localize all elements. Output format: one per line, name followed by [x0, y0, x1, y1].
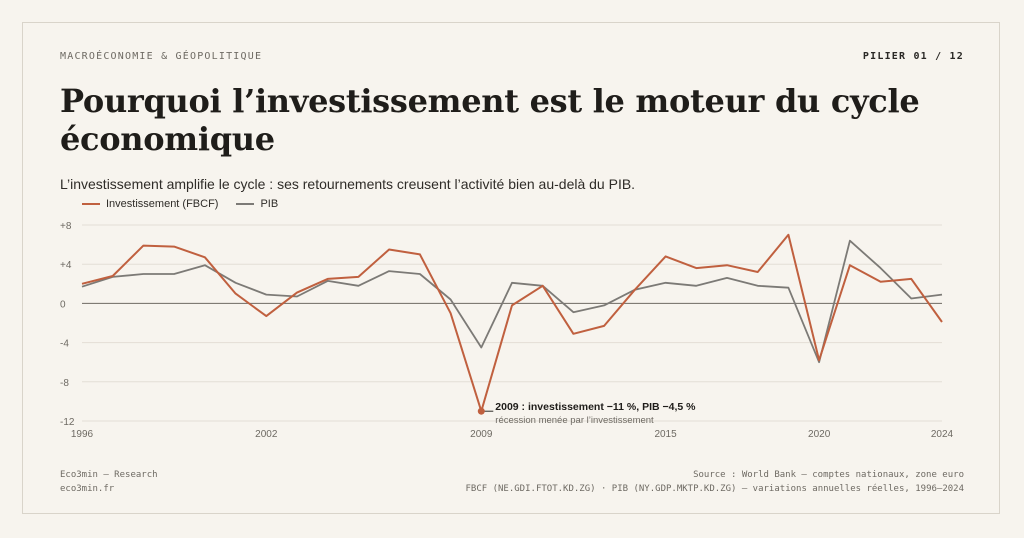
- legend-label-pib: PIB: [260, 198, 279, 210]
- footer-source: Source : World Bank — comptes nationaux,…: [466, 468, 965, 496]
- footer-source-line1: Source : World Bank — comptes nationaux,…: [693, 470, 964, 480]
- annotation-label: 2009 : investissement −11 %, PIB −4,5 %: [495, 401, 696, 413]
- card-frame: [22, 22, 1000, 514]
- x-tick-label: 2009: [470, 429, 493, 440]
- y-tick-label: -4: [60, 339, 69, 350]
- x-tick-label: 1996: [71, 429, 94, 440]
- x-tick-label: 2024: [931, 429, 954, 440]
- y-tick-label: +8: [60, 221, 72, 232]
- y-tick-label: +4: [60, 260, 72, 271]
- series-line-pib: [81, 239, 943, 364]
- x-tick-label: 2020: [808, 429, 831, 440]
- chart-legend: Investissement (FBCF) PIB: [82, 198, 278, 210]
- kicker: MACROÉCONOMIE & GÉOPOLITIQUE: [60, 51, 263, 62]
- footer-brand-name: Eco3min — Research: [60, 470, 158, 480]
- legend-item-investissement: Investissement (FBCF): [82, 198, 218, 210]
- legend-swatch-pib: [236, 203, 255, 205]
- footer-source-line2: FBCF (NE.GDI.FTOT.KD.ZG) · PIB (NY.GDP.M…: [465, 484, 965, 494]
- pilier-counter: PILIER 01 / 12: [862, 51, 964, 62]
- legend-swatch-investissement: [82, 203, 100, 205]
- legend-item-pib: PIB: [236, 198, 278, 210]
- annotation-sublabel: récession menée par l’investissement: [495, 415, 654, 426]
- page-title: Pourquoi l’investissement est le moteur …: [60, 82, 920, 158]
- subtitle: L’investissement amplifie le cycle : ses…: [60, 176, 636, 192]
- footer-brand: Eco3min — Research eco3min.fr: [60, 468, 158, 496]
- series-line-investissement: [81, 233, 943, 413]
- x-tick-label: 2015: [654, 429, 677, 440]
- annotation-point: [477, 407, 485, 415]
- y-tick-label: -8: [60, 378, 69, 389]
- footer-site[interactable]: eco3min.fr: [60, 484, 115, 494]
- y-tick-label: -12: [60, 417, 75, 428]
- legend-label-investissement: Investissement (FBCF): [106, 198, 219, 210]
- y-tick-label: 0: [60, 299, 66, 310]
- x-tick-label: 2002: [255, 429, 278, 440]
